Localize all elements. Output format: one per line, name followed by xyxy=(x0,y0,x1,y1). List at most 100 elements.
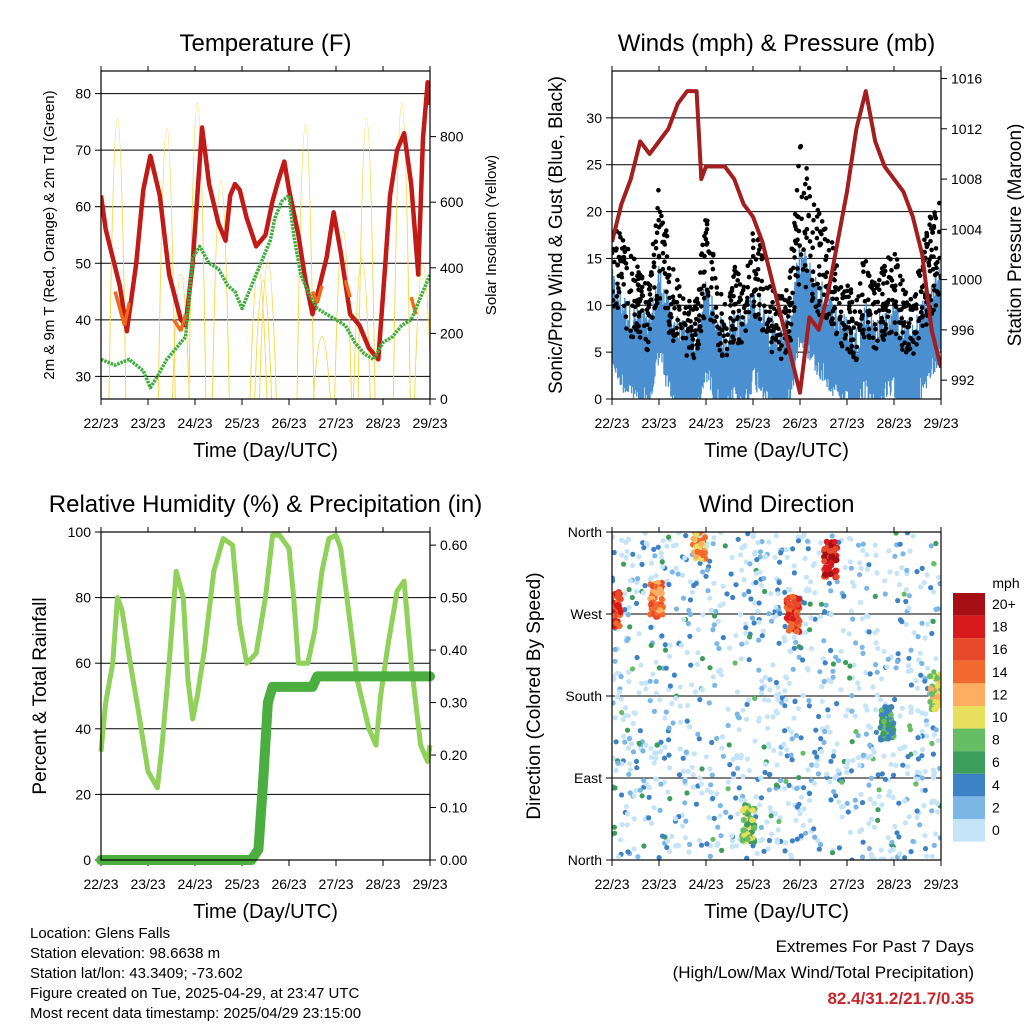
total-precip-line xyxy=(96,671,435,865)
x-tick-label: 29/23 xyxy=(412,876,447,892)
gust-point xyxy=(750,231,755,236)
direction-point xyxy=(823,602,829,608)
direction-point xyxy=(807,817,813,824)
direction-point xyxy=(709,772,715,778)
gust-point xyxy=(639,288,644,294)
gust-point xyxy=(865,320,871,325)
direction-point xyxy=(794,785,800,792)
gust-point xyxy=(698,270,703,275)
direction-point xyxy=(782,638,788,644)
direction-point xyxy=(787,587,793,593)
direction-point xyxy=(606,603,612,609)
direction-point xyxy=(809,762,815,768)
gust-point xyxy=(825,238,831,244)
direction-point xyxy=(670,720,676,726)
direction-point xyxy=(791,645,797,651)
gust-point xyxy=(868,283,873,289)
gust-point xyxy=(838,340,844,346)
direction-point xyxy=(789,757,795,763)
direction-point xyxy=(612,534,616,540)
gust-point xyxy=(838,314,843,320)
direction-point xyxy=(931,669,937,675)
direction-point xyxy=(753,794,759,800)
x-tick-label: 22/23 xyxy=(83,876,118,892)
direction-point xyxy=(702,520,708,526)
direction-point xyxy=(818,540,824,546)
direction-point xyxy=(743,625,749,631)
gust-point xyxy=(634,321,639,326)
direction-point xyxy=(655,544,661,550)
direction-point xyxy=(811,826,817,832)
gust-point xyxy=(910,337,915,343)
direction-point xyxy=(633,758,640,765)
direction-point xyxy=(661,755,668,761)
gust-point xyxy=(704,221,710,227)
direction-point xyxy=(662,744,668,750)
direction-point xyxy=(803,574,810,580)
gust-point xyxy=(687,298,692,304)
direction-point xyxy=(692,689,699,695)
direction-point xyxy=(878,856,884,860)
direction-point xyxy=(739,567,745,573)
legend-swatch xyxy=(953,660,985,684)
direction-point xyxy=(825,713,832,719)
direction-point xyxy=(859,616,865,622)
direction-point xyxy=(782,848,788,854)
direction-point xyxy=(754,570,760,576)
solar-insolation-line xyxy=(171,274,190,399)
direction-point xyxy=(772,554,778,560)
gust-point xyxy=(761,327,766,332)
direction-point xyxy=(922,787,928,793)
gust-point xyxy=(615,281,620,287)
direction-point xyxy=(913,678,919,684)
gust-point xyxy=(919,305,925,311)
gust-point xyxy=(730,340,736,345)
direction-point xyxy=(828,758,834,764)
direction-point xyxy=(924,722,930,728)
gust-point xyxy=(663,271,668,277)
gust-point xyxy=(649,270,654,275)
gust-point xyxy=(657,209,663,215)
gust-point xyxy=(897,307,902,313)
gust-point xyxy=(893,331,899,337)
gust-point xyxy=(735,340,741,346)
direction-point xyxy=(873,707,879,713)
direction-point xyxy=(738,752,744,758)
gust-point xyxy=(851,350,856,356)
gust-point xyxy=(612,259,617,265)
x-tick-label: 29/23 xyxy=(923,876,958,892)
direction-point xyxy=(867,796,873,802)
direction-point xyxy=(718,672,725,678)
gust-point xyxy=(849,343,855,349)
gust-point xyxy=(650,241,656,247)
direction-point xyxy=(766,837,773,844)
direction-point xyxy=(933,727,939,733)
direction-point xyxy=(619,537,625,543)
direction-point xyxy=(859,800,866,806)
direction-point xyxy=(847,675,853,681)
gust-point xyxy=(612,298,616,303)
direction-point xyxy=(860,541,866,547)
direction-point xyxy=(622,739,628,745)
direction-point xyxy=(925,665,931,671)
gust-point xyxy=(892,287,898,293)
direction-point xyxy=(627,578,634,584)
gust-point xyxy=(777,346,782,352)
gust-point xyxy=(628,253,634,259)
direction-point xyxy=(864,585,870,591)
x-axis-label: Time (Day/UTC) xyxy=(704,901,849,923)
direction-point xyxy=(784,753,790,759)
direction-point xyxy=(927,685,934,692)
direction-point xyxy=(907,723,913,729)
chart-title: Relative Humidity (%) & Precipitation (i… xyxy=(49,491,482,518)
y-tick-label: 20 xyxy=(586,204,602,220)
gust-point xyxy=(787,308,792,314)
latlon-text: Station lat/lon: 43.3409; -73.602 xyxy=(30,965,243,982)
direction-point xyxy=(723,809,729,815)
legend-label: 12 xyxy=(992,686,1008,702)
direction-point xyxy=(851,662,857,668)
gust-point xyxy=(622,249,628,254)
y-tick-label: West xyxy=(570,606,602,622)
direction-point xyxy=(612,830,618,836)
direction-point xyxy=(648,601,655,607)
